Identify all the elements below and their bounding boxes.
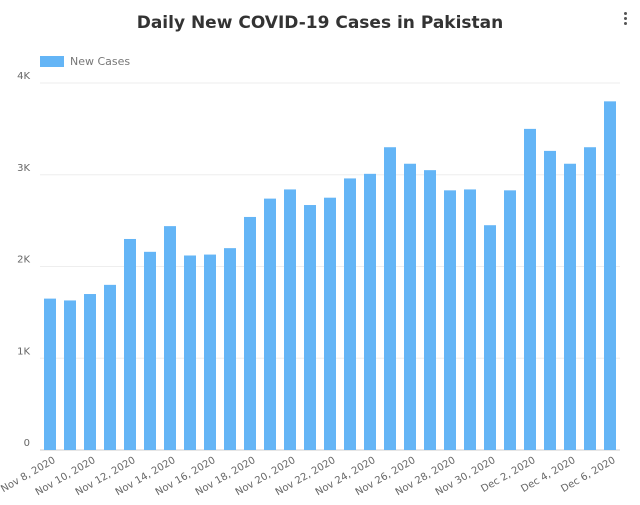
bar (64, 300, 76, 450)
bar (324, 197, 336, 450)
y-tick-label: 1K (17, 346, 30, 357)
legend-label: New Cases (70, 55, 131, 68)
legend-swatch (40, 56, 64, 67)
y-tick-label: 3K (17, 163, 30, 174)
bar (484, 225, 496, 450)
legend: New Cases (40, 55, 130, 68)
bar (544, 150, 556, 450)
bar (244, 216, 256, 450)
bar (44, 298, 56, 450)
bar (404, 163, 416, 451)
bar (264, 198, 276, 450)
bar (584, 147, 596, 450)
bar (464, 189, 476, 450)
bar (604, 101, 616, 450)
bar (344, 178, 356, 451)
bar (364, 173, 376, 450)
bar (304, 205, 316, 450)
bar (524, 128, 536, 450)
chart-title: Daily New COVID-19 Cases in Pakistan (136, 13, 504, 33)
bar (84, 294, 96, 450)
bar (124, 238, 136, 450)
bar (144, 251, 156, 450)
y-tick-label: 4K (17, 71, 30, 82)
bar (204, 254, 216, 450)
bar (184, 255, 196, 450)
bar (224, 248, 236, 450)
bar (104, 284, 116, 450)
bar (504, 190, 516, 450)
bar (424, 170, 436, 450)
bar (564, 163, 576, 451)
bar (384, 147, 396, 450)
bar (284, 189, 296, 450)
bar (444, 190, 456, 450)
y-tick-label: 0 (24, 438, 30, 449)
bar (164, 226, 176, 450)
y-tick-label: 2K (17, 255, 30, 266)
more-options-icon[interactable] (620, 12, 630, 28)
